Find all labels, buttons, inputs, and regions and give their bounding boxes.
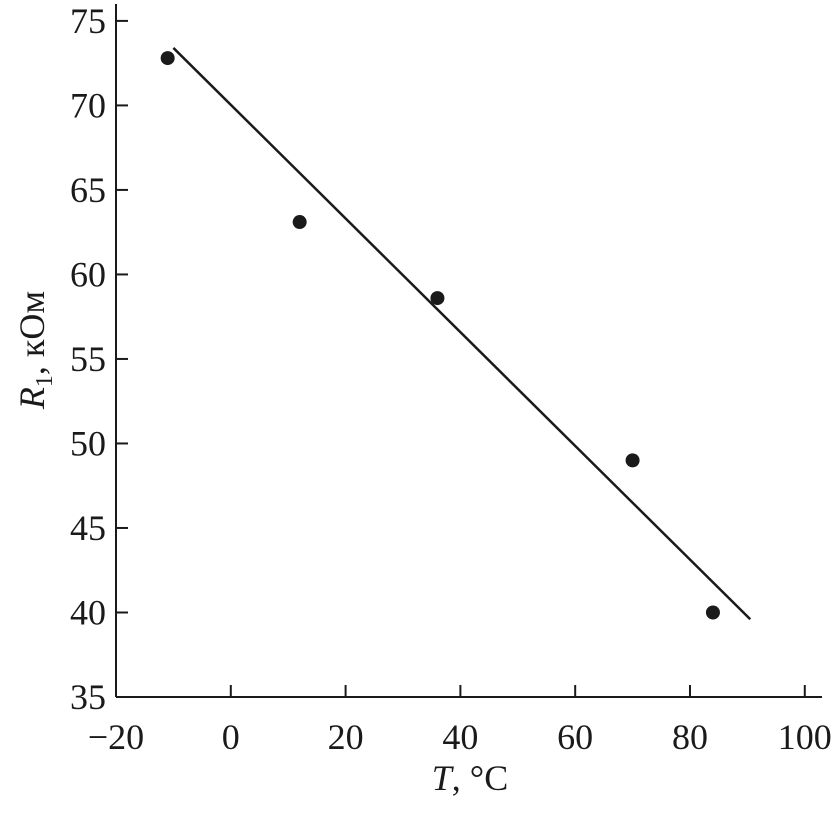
x-label-unit: , °C: [452, 758, 508, 798]
y-label-subscript: 1: [32, 375, 58, 387]
x-tick-label: 0: [222, 717, 240, 757]
y-tick-label: 35: [70, 677, 106, 717]
y-axis-label: R1, кОм: [12, 291, 58, 410]
x-tick-label: 60: [557, 717, 593, 757]
y-tick-label: 70: [70, 85, 106, 125]
y-tick-label: 60: [70, 254, 106, 294]
x-tick-label: 80: [672, 717, 708, 757]
data-point: [292, 215, 307, 230]
y-label-unit: , кОм: [12, 291, 52, 375]
y-tick-label: 55: [70, 339, 106, 379]
x-axis-label: T, °C: [432, 758, 508, 798]
x-tick-label: −20: [88, 717, 144, 757]
y-tick-label: 50: [70, 423, 106, 463]
data-point: [430, 291, 445, 306]
data-point: [625, 453, 640, 468]
y-tick-label: 45: [70, 508, 106, 548]
y-tick-label: 75: [70, 1, 106, 41]
x-tick-label: 20: [328, 717, 364, 757]
data-point: [705, 605, 720, 620]
y-tick-label: 65: [70, 170, 106, 210]
x-tick-label: 40: [442, 717, 478, 757]
data-point: [160, 51, 175, 66]
y-tick-label: 40: [70, 592, 106, 632]
x-tick-label: 100: [778, 717, 832, 757]
fit-line: [172, 47, 752, 621]
y-label-symbol: R: [12, 387, 52, 410]
x-label-symbol: T: [432, 758, 455, 798]
